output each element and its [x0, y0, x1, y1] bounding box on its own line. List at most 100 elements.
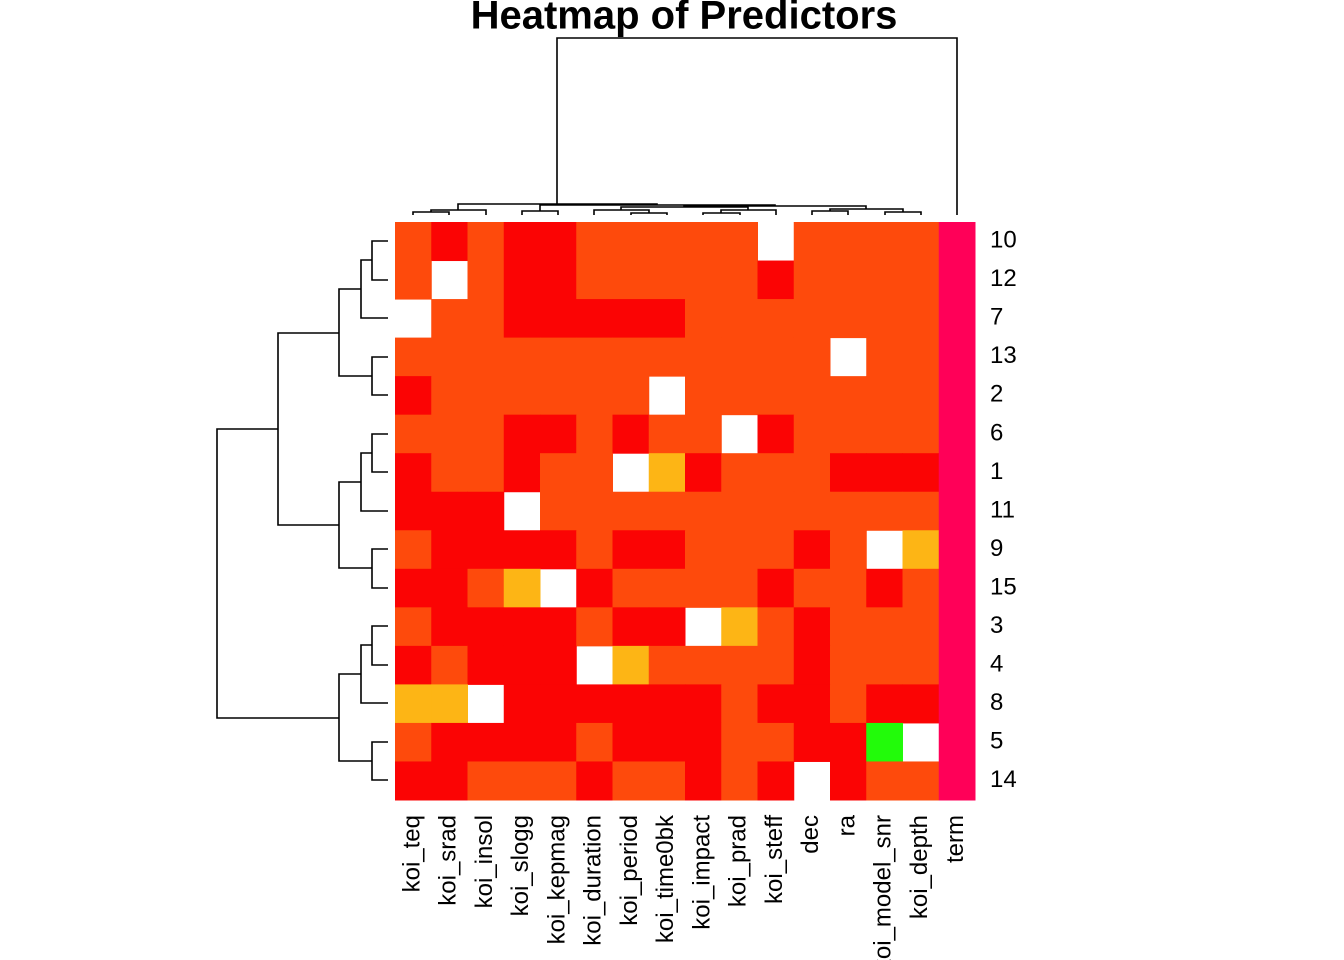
row-dendrogram	[216, 240, 388, 781]
heatmap-cell	[721, 260, 758, 300]
heatmap-cell	[793, 530, 831, 570]
heatmap-cell	[395, 260, 432, 300]
heatmap-cell	[685, 299, 722, 339]
column-label: koi_period	[616, 815, 643, 926]
heatmap-cell	[503, 607, 541, 647]
heatmap-cell	[902, 337, 940, 377]
heatmap-cell	[757, 453, 795, 493]
heatmap-cell	[830, 491, 867, 531]
heatmap-cell	[685, 722, 722, 762]
heatmap-cell	[938, 607, 976, 647]
heatmap-cell	[395, 645, 432, 685]
heatmap-cell	[431, 299, 468, 339]
heatmap-cell	[467, 761, 505, 801]
heatmap-cell	[503, 761, 541, 801]
heatmap-cell	[902, 222, 940, 262]
heatmap-cell	[938, 299, 976, 339]
heatmap-cell	[757, 414, 795, 454]
heatmap-cell	[830, 453, 867, 493]
heatmap-cell	[793, 722, 831, 762]
heatmap-cell	[395, 414, 432, 454]
heatmap-cell	[612, 530, 650, 570]
heatmap-cell	[721, 645, 758, 685]
heatmap-cell	[576, 491, 613, 531]
heatmap-cell	[503, 376, 541, 416]
heatmap-cell	[576, 222, 613, 262]
heatmap-cell	[503, 337, 541, 377]
heatmap-cell	[540, 722, 577, 762]
heatmap-cell	[757, 568, 795, 608]
heatmap-cell	[503, 299, 541, 339]
heatmap-cell	[503, 530, 541, 570]
heatmap-cell	[431, 414, 468, 454]
heatmap-cell	[757, 299, 795, 339]
heatmap-cell	[467, 260, 505, 300]
heatmap-cell	[793, 414, 831, 454]
heatmap-cell	[540, 414, 577, 454]
heatmap-cell	[757, 761, 795, 801]
heatmap-cell	[721, 299, 758, 339]
heatmap-cell	[721, 684, 758, 724]
heatmap-cell	[757, 722, 795, 762]
heatmap-cell	[902, 530, 940, 570]
heatmap-cell	[612, 645, 650, 685]
heatmap-cell	[467, 722, 505, 762]
heatmap-cell	[938, 260, 976, 300]
heatmap-cell	[503, 722, 541, 762]
heatmap-cell	[757, 645, 795, 685]
heatmap-cell	[431, 376, 468, 416]
heatmap-cell	[540, 299, 577, 339]
heatmap-cell	[648, 607, 686, 647]
row-label: 10	[990, 227, 1017, 254]
heatmap-cell	[866, 453, 903, 493]
heatmap-cell	[866, 222, 903, 262]
heatmap-cell	[830, 607, 867, 647]
heatmap-cell	[938, 491, 976, 531]
heatmap-cell	[431, 568, 468, 608]
column-label: koi_slogg	[507, 815, 534, 916]
heatmap-cell	[648, 645, 686, 685]
heatmap-cell	[576, 722, 613, 762]
row-label: 7	[990, 304, 1003, 331]
heatmap-cell	[540, 761, 577, 801]
heatmap-cell	[395, 453, 432, 493]
heatmap-cell	[685, 222, 722, 262]
heatmap-cell	[685, 414, 722, 454]
heatmap-cell	[830, 260, 867, 300]
heatmap-cell	[648, 761, 686, 801]
row-label: 2	[990, 381, 1003, 408]
heatmap-cell	[902, 299, 940, 339]
heatmap-cell	[431, 530, 468, 570]
heatmap-cell	[830, 530, 867, 570]
heatmap-cell	[902, 491, 940, 531]
column-label: koi_teq	[398, 815, 425, 892]
heatmap-cell	[902, 568, 940, 608]
heatmap-cell	[902, 645, 940, 685]
heatmap-cell	[685, 568, 722, 608]
heatmap-cell	[648, 222, 686, 262]
heatmap-cell	[540, 607, 577, 647]
column-label: term	[942, 815, 969, 863]
heatmap-cell	[938, 645, 976, 685]
heatmap-cell	[467, 453, 505, 493]
heatmap-cell	[503, 645, 541, 685]
column-label: koi_prad	[725, 815, 752, 907]
heatmap-cell	[576, 453, 613, 493]
heatmap-cell	[830, 645, 867, 685]
heatmap-cell	[612, 376, 650, 416]
heatmap-cell	[612, 414, 650, 454]
heatmap-cell	[721, 568, 758, 608]
heatmap-cell	[395, 607, 432, 647]
heatmap-cell	[793, 607, 831, 647]
heatmap-cell	[721, 453, 758, 493]
heatmap-cell	[938, 376, 976, 416]
row-label: 3	[990, 612, 1003, 639]
row-label: 1	[990, 458, 1003, 485]
heatmap-cell	[576, 337, 613, 377]
row-label: 13	[990, 342, 1017, 369]
heatmap-cell	[721, 607, 758, 647]
heatmap-cell	[503, 453, 541, 493]
heatmap-cell	[431, 337, 468, 377]
row-label: 15	[990, 573, 1017, 600]
heatmap-cell	[467, 607, 505, 647]
